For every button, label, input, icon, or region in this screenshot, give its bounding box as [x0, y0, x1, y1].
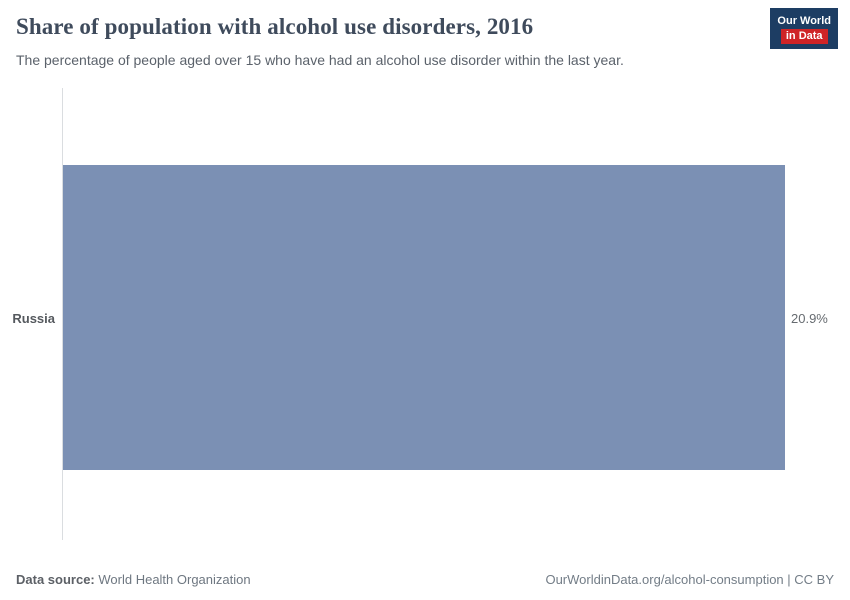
- page-subtitle: The percentage of people aged over 15 wh…: [16, 52, 624, 68]
- owid-logo-line1: Our World: [777, 15, 831, 27]
- entity-label-russia: Russia: [12, 311, 55, 326]
- chart-footer: Data source: World Health Organization O…: [16, 572, 834, 587]
- value-label-russia: 20.9%: [791, 311, 828, 326]
- data-source-value: World Health Organization: [98, 572, 251, 587]
- page-title: Share of population with alcohol use dis…: [16, 14, 534, 39]
- owid-logo-line2: in Data: [780, 29, 828, 44]
- bar-russia[interactable]: [63, 165, 785, 470]
- owid-logo[interactable]: Our World in Data: [770, 8, 838, 49]
- data-source: Data source: World Health Organization: [16, 572, 251, 587]
- y-axis-line: [62, 88, 63, 540]
- bar-track: [63, 165, 785, 470]
- data-source-label: Data source:: [16, 572, 95, 587]
- credit-link[interactable]: OurWorldinData.org/alcohol-consumption |…: [545, 572, 834, 587]
